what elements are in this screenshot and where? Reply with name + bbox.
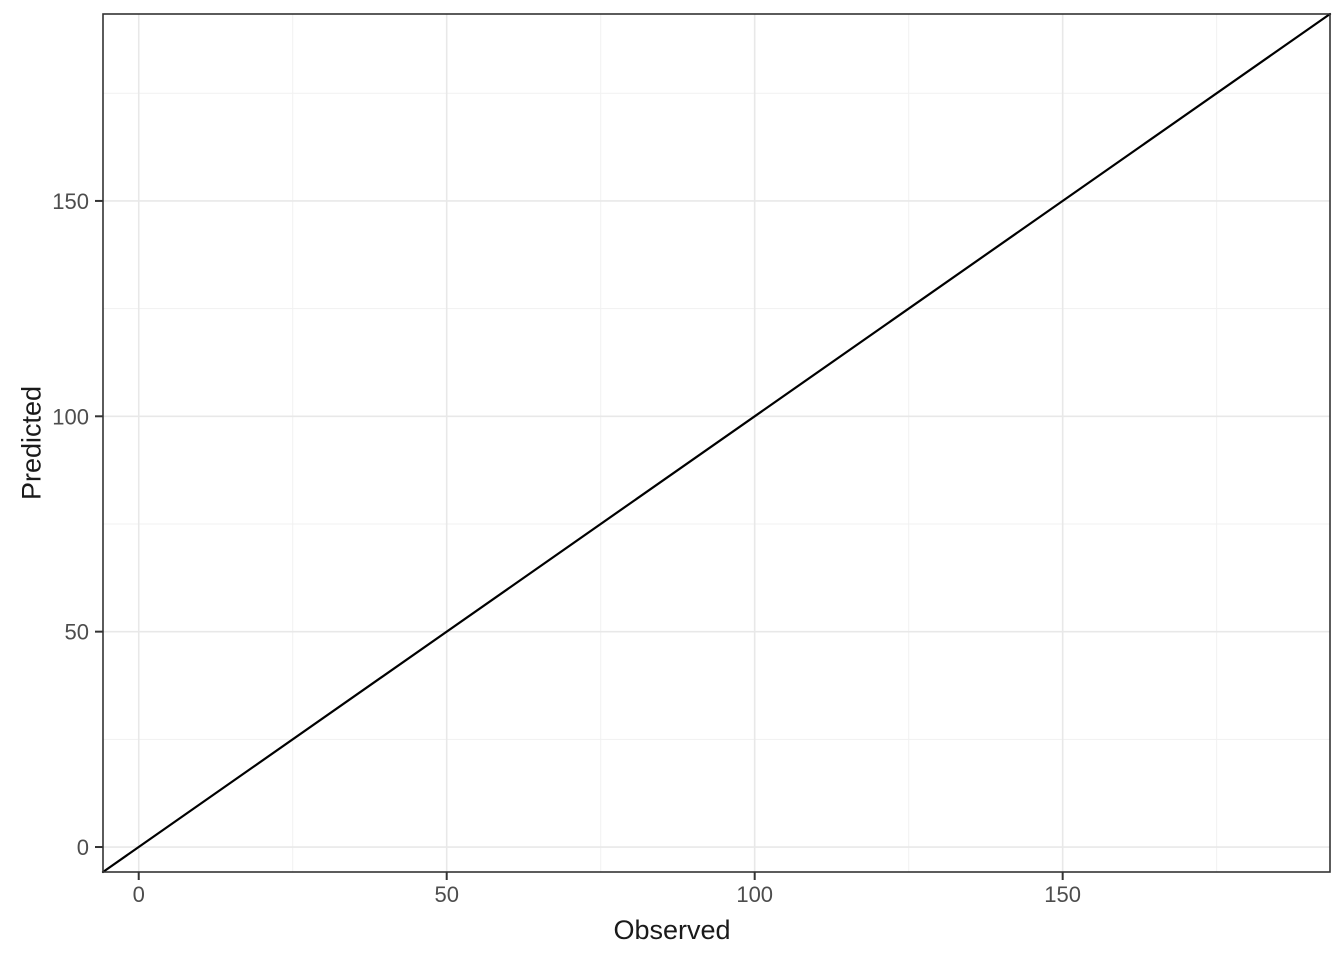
- x-tick-label: 100: [736, 882, 773, 907]
- y-axis-title: Predicted: [16, 385, 47, 501]
- x-tick-label: 150: [1044, 882, 1081, 907]
- identity-line: [101, 12, 1332, 874]
- y-tick-label: 150: [52, 189, 89, 214]
- y-tick-label: 50: [65, 620, 89, 645]
- x-axis-title: Observed: [613, 915, 731, 945]
- panel-border: [102, 13, 1331, 873]
- x-tick-label: 0: [133, 882, 145, 907]
- y-tick-label: 0: [77, 835, 89, 860]
- y-tick-label: 100: [52, 404, 89, 429]
- x-tick-label: 50: [434, 882, 458, 907]
